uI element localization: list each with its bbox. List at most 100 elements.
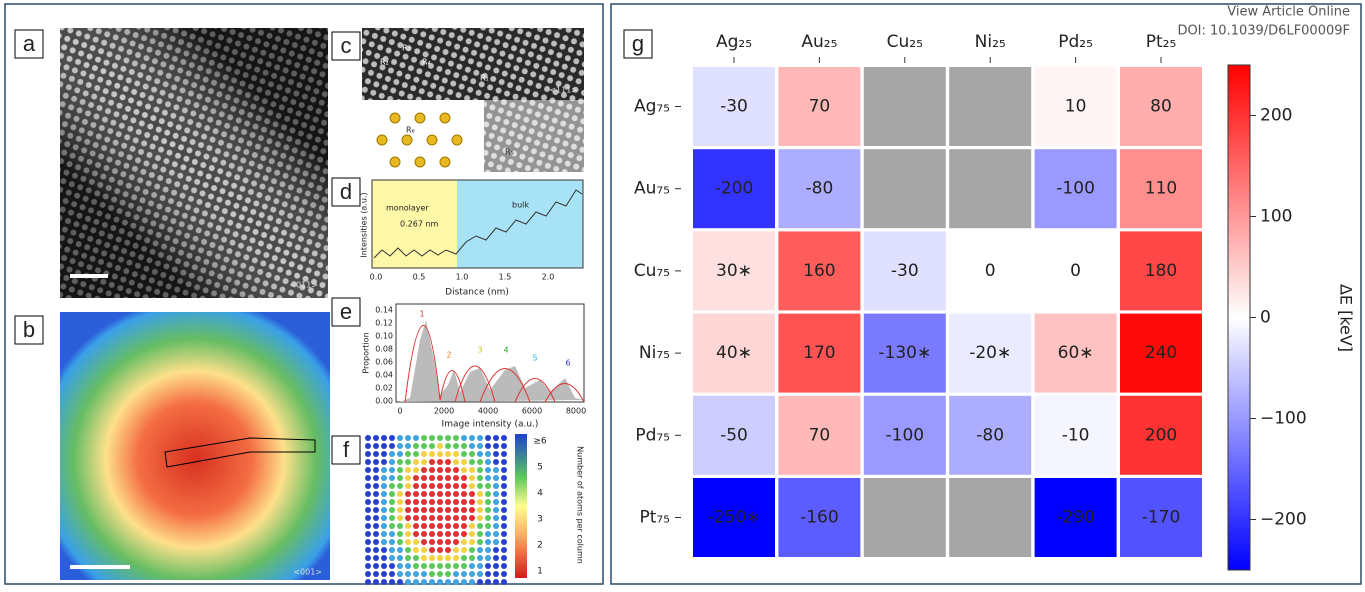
atom-dot (429, 491, 435, 497)
value-label: -20∗ (969, 343, 1011, 363)
atom-dot (485, 531, 491, 537)
atom-dot (445, 563, 451, 569)
atom-dot (365, 563, 371, 569)
scale-label: 2 (537, 541, 543, 551)
value-label: 10 (1065, 97, 1087, 117)
atom-dot (413, 523, 419, 529)
page: {"header": {"link": "View Article Online… (0, 0, 1365, 592)
vector-label: R₂ (380, 58, 389, 67)
atom-dot (373, 563, 379, 569)
atom-dot (429, 483, 435, 489)
atom-dot (445, 523, 451, 529)
atom-dot (485, 523, 491, 529)
atom-dot (469, 523, 475, 529)
y-tick-label: 0.14 (375, 306, 393, 315)
atom-dot (461, 539, 467, 545)
vector-label: R₆ (406, 126, 415, 135)
missing-cell (864, 149, 946, 228)
atom-dot (389, 531, 395, 537)
atom-dot (405, 451, 411, 457)
value-label: -170 (1142, 508, 1181, 528)
value-label: -30 (891, 261, 919, 281)
atom-dot (469, 467, 475, 473)
atom-dot (397, 555, 403, 561)
atom-dot (445, 467, 451, 473)
value-label: -10 (1062, 425, 1090, 445)
atom-dot (405, 467, 411, 473)
atom-dot (373, 539, 379, 545)
scale-label: 1 (537, 567, 543, 577)
atom-dot (381, 451, 387, 457)
atom-dot (485, 555, 491, 561)
atom-dot (477, 459, 483, 465)
atom-dot (453, 515, 459, 521)
image-shading (60, 28, 328, 298)
value-label: -250∗ (708, 508, 761, 528)
atom-dot (389, 547, 395, 553)
atom-dot (437, 435, 443, 441)
atom-dot (405, 507, 411, 513)
atom-dot (365, 467, 371, 473)
panel-letter: f (343, 437, 350, 462)
atom-dot (421, 491, 427, 497)
atom-dot (493, 475, 499, 481)
atom-dot (405, 547, 411, 553)
atom-dot (405, 555, 411, 561)
atom-dot (413, 547, 419, 553)
value-label: 200 (1145, 425, 1177, 445)
atom-dot (421, 515, 427, 521)
atom-dot (445, 571, 451, 577)
atom-dot (381, 515, 387, 521)
atom-dot (381, 579, 387, 585)
x-tick-label: 1.0 (456, 273, 469, 282)
atom-dot (485, 443, 491, 449)
atom-dot (397, 523, 403, 529)
atom-dot (373, 451, 379, 457)
atom-dot (381, 531, 387, 537)
intensity-map (60, 312, 330, 580)
atom-dot (469, 563, 475, 569)
atom-dot (397, 491, 403, 497)
atom-dot (365, 523, 371, 529)
atom-dot (365, 483, 371, 489)
value-label: -200 (715, 179, 754, 199)
atom-dot (405, 475, 411, 481)
atom-dot (397, 499, 403, 505)
atom-dot (397, 507, 403, 513)
atom-dot (437, 563, 443, 569)
atom-dot (461, 459, 467, 465)
atom-dot (397, 443, 403, 449)
atom-dot (405, 483, 411, 489)
atom-dot (389, 563, 395, 569)
atom-dot (381, 483, 387, 489)
atom-dot (373, 491, 379, 497)
atom-dot (469, 531, 475, 537)
atom-dot (405, 531, 411, 537)
article-link[interactable]: View Article Online (1227, 5, 1350, 20)
atom-dot (501, 563, 507, 569)
atom-dot (389, 539, 395, 545)
atom-dot (373, 443, 379, 449)
atom-dot (445, 459, 451, 465)
atom-dot (381, 467, 387, 473)
atom-dot (437, 531, 443, 537)
atom-dot (485, 563, 491, 569)
atom-dot (389, 435, 395, 441)
value-label: 70 (809, 97, 831, 117)
x-axis-label: Distance (nm) (445, 288, 509, 298)
atom-dot (365, 555, 371, 561)
atom-dot (477, 499, 483, 505)
x-tick-label: 1.5 (499, 273, 512, 282)
panel-letter: e (340, 299, 352, 324)
atom-dot (389, 515, 395, 521)
colorbar-tick-label: 0 (1260, 308, 1271, 328)
atom-dot (373, 579, 379, 585)
atom-dot (493, 435, 499, 441)
atom-dot (501, 555, 507, 561)
atom-dot (501, 523, 507, 529)
atom-dot (453, 451, 459, 457)
row-label: Ag₇₅ (634, 97, 670, 117)
atom-dot (453, 531, 459, 537)
y-tick-label: 0.08 (375, 345, 393, 354)
atom-dot (461, 475, 467, 481)
